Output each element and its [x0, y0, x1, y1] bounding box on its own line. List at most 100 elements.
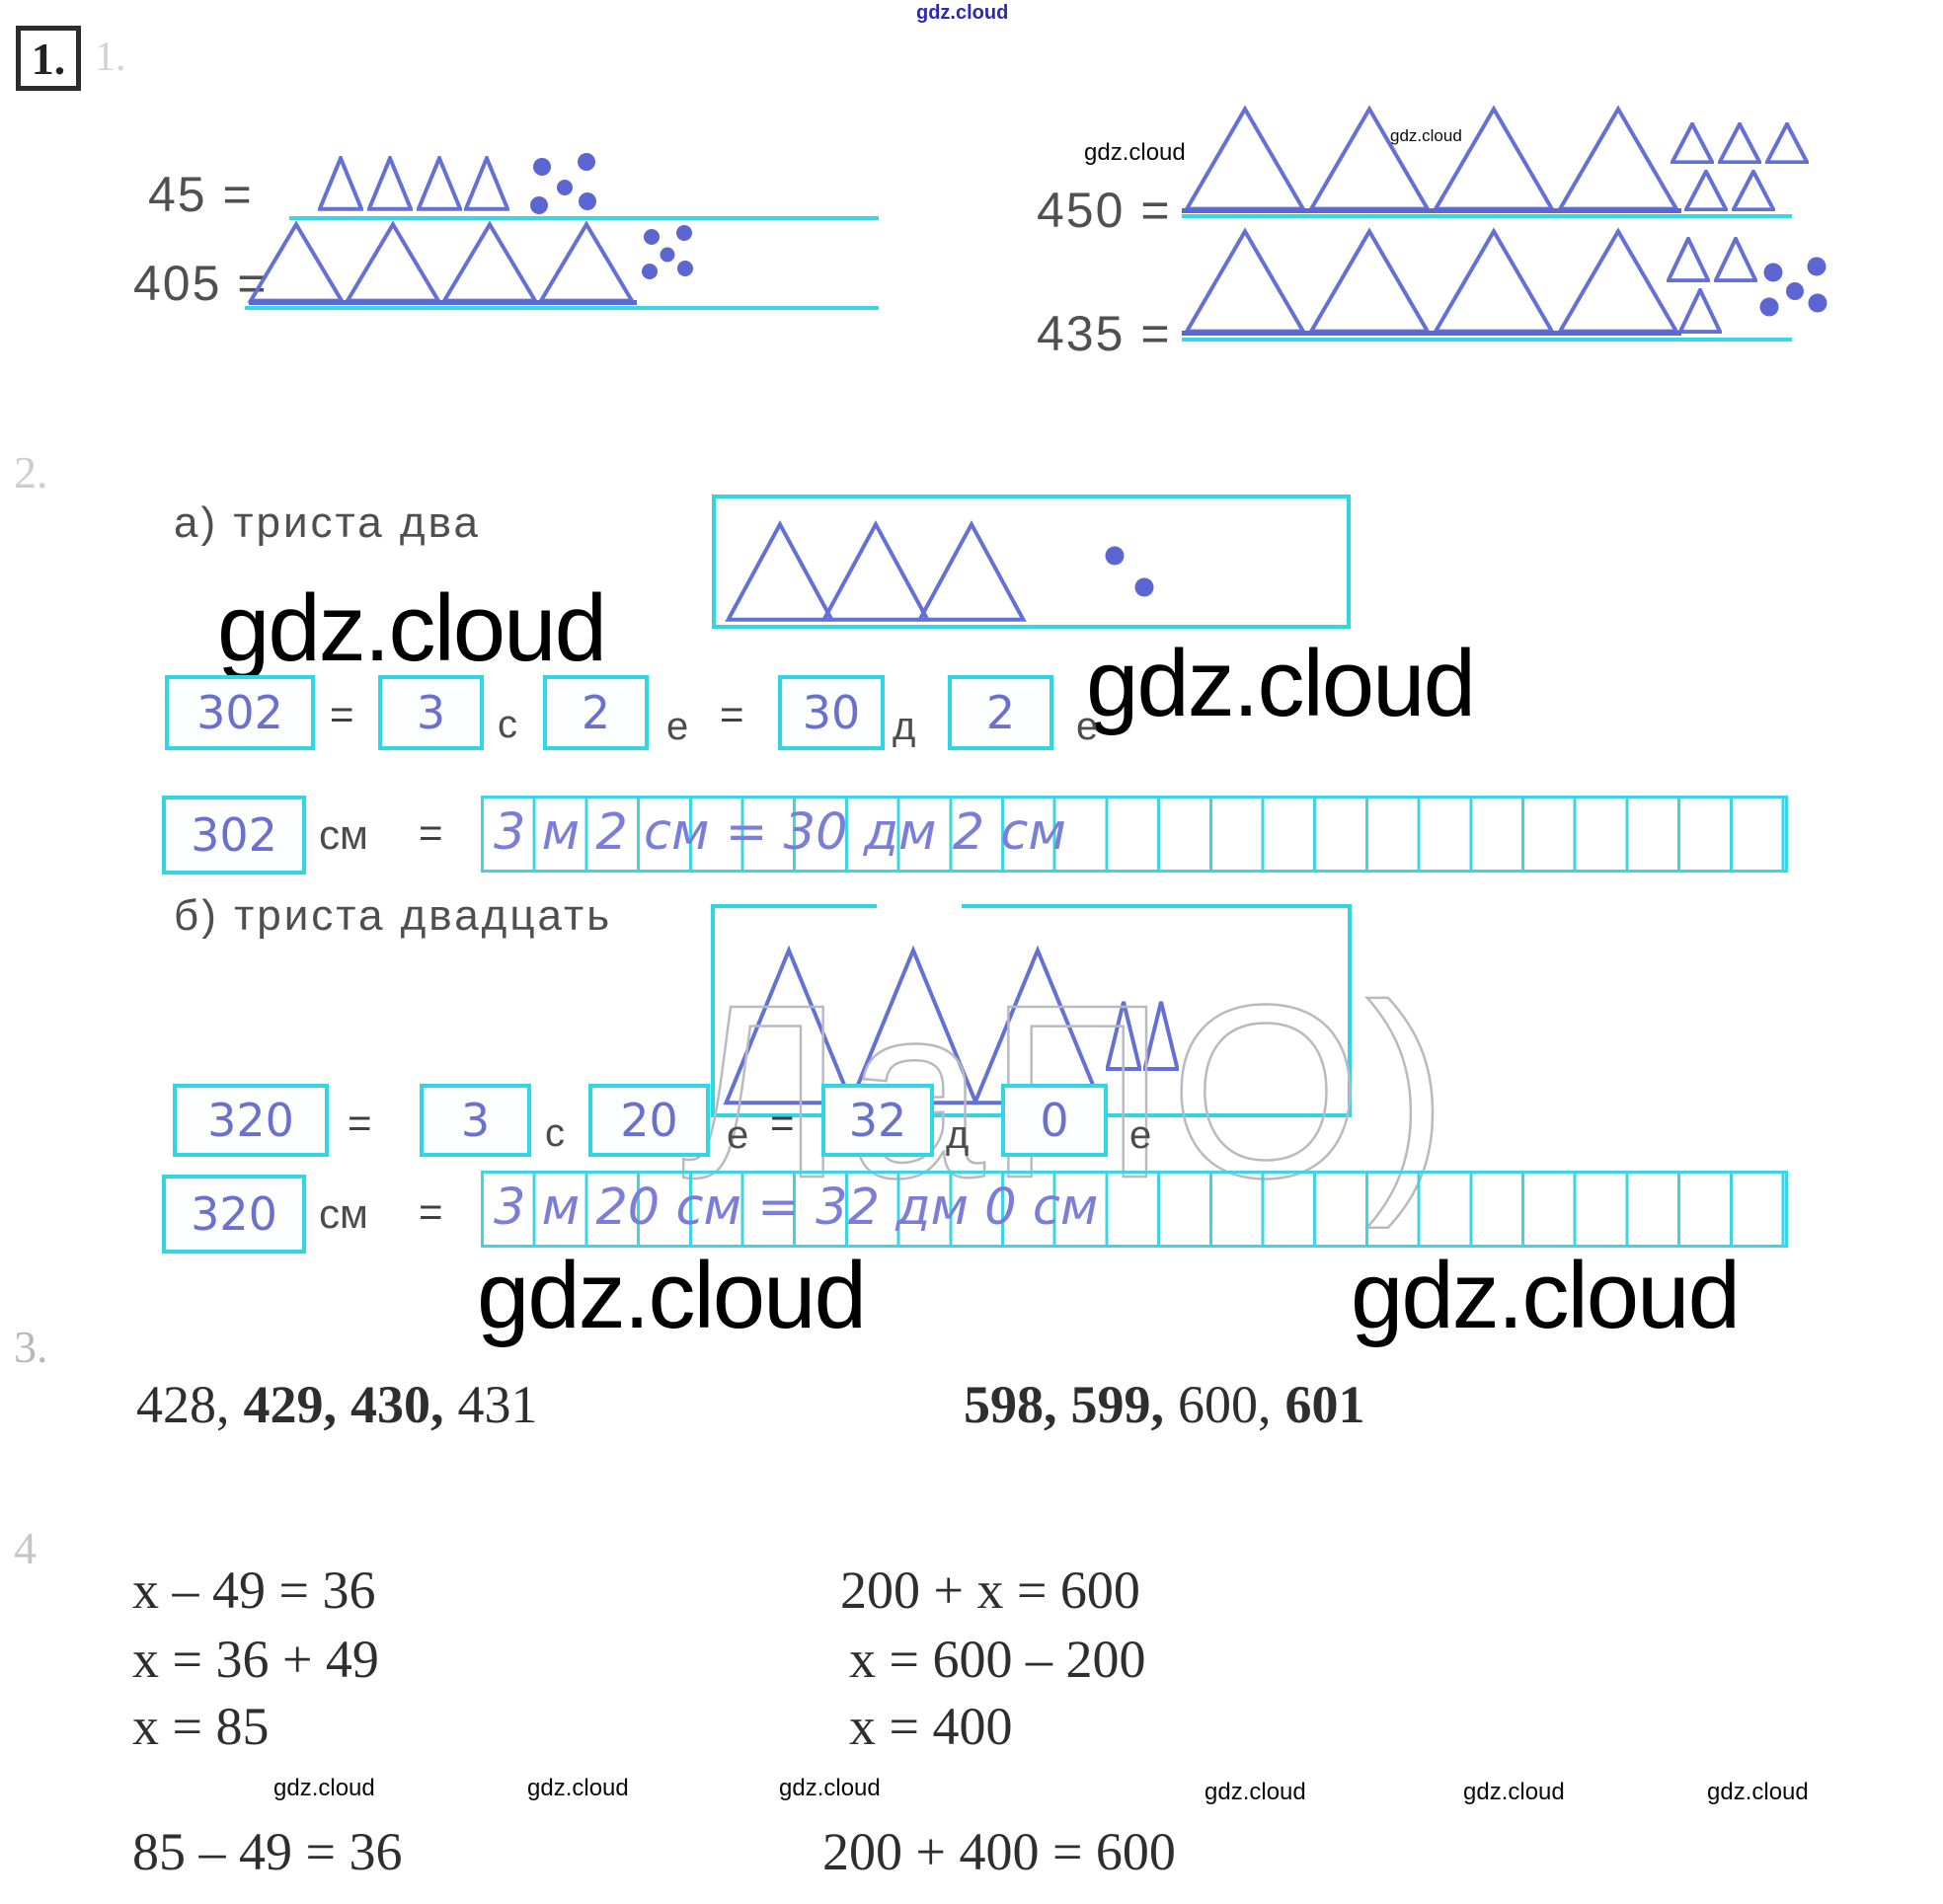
handwritten-answer-b: 3 м 20 см = 32 дм 0 см [494, 1179, 1099, 1237]
equals-sign: = [720, 691, 744, 737]
answer-box-units2: 2 [948, 675, 1053, 750]
section4-ghost-number: 4 [14, 1523, 37, 1573]
five-dots-icon [530, 153, 596, 214]
check-equation-left: 85 – 49 = 36 [132, 1822, 403, 1881]
big-triangle-icon [721, 944, 857, 1109]
watermark-inline: gdz.cloud [273, 1775, 375, 1801]
small-triangle-icon [1678, 288, 1722, 334]
section2-ghost-number: 2. [14, 447, 48, 497]
row-405-label: 405 = [133, 256, 269, 311]
small-triangle-icon [1143, 999, 1179, 1072]
row-45-label: 45 = [148, 167, 254, 222]
equals-sign: = [348, 1100, 372, 1146]
equation-line: 200 + х = 600 [840, 1561, 1140, 1620]
small-triangle-icon [1718, 122, 1761, 164]
answer-cell-grid [481, 796, 1788, 873]
answer-box-320cm: 320 [162, 1175, 306, 1254]
watermark-inline: gdz.cloud [1390, 126, 1462, 145]
label-tens: д [893, 705, 916, 748]
small-triangle-icon [1671, 122, 1714, 164]
section3-ghost-number: 3. [14, 1322, 48, 1372]
seq-item: 431 [457, 1375, 538, 1434]
triangle-baseline [1182, 331, 1681, 336]
answer-box-320: 320 [173, 1084, 329, 1157]
triangle-baseline [249, 300, 637, 305]
watermark-inline: gdz.cloud [1463, 1779, 1565, 1805]
task-number-box: 1. [16, 26, 81, 91]
equals-sign: = [330, 691, 354, 737]
label-units: е [727, 1113, 749, 1157]
number-sequence-right: 598, 599, 600, 601 [964, 1374, 1379, 1435]
equation-line: х = 400 [849, 1697, 1013, 1756]
small-triangle-icon [367, 156, 413, 211]
small-triangle-icon [1684, 170, 1728, 211]
answer-box-302: 302 [165, 675, 315, 750]
answer-cell-grid [481, 1171, 1788, 1248]
answer-box-302cm: 302 [162, 796, 306, 875]
answer-underline [245, 306, 879, 310]
small-triangle-icon [1106, 999, 1141, 1072]
seq-item: 428, [136, 1375, 230, 1434]
equation-line: х – 49 = 36 [132, 1561, 376, 1620]
label-cm: см [319, 811, 368, 858]
watermark-big: gdz.cloud [477, 1243, 867, 1348]
equals-sign: = [419, 1188, 443, 1235]
watermark-inline: gdz.cloud [1707, 1779, 1809, 1805]
five-dots-icon [642, 225, 693, 279]
answer-underline [1182, 214, 1792, 218]
answer-box-units: 20 [588, 1084, 710, 1157]
answer-box-units: 2 [543, 675, 649, 750]
diagram-box-a [712, 495, 1351, 629]
part-a-title: а) триста два [174, 498, 481, 547]
seq-item: 598, [964, 1375, 1057, 1434]
seq-item: 601 [1284, 1375, 1365, 1434]
number-sequence-left: 428, 429, 430, 431 [136, 1374, 552, 1435]
watermark-inline: gdz.cloud [779, 1775, 881, 1801]
seq-item: 599, [1070, 1375, 1165, 1434]
check-equation-right: 200 + 400 = 600 [822, 1822, 1176, 1881]
watermark-big: gdz.cloud [217, 575, 607, 681]
small-triangle-icon [318, 156, 363, 211]
equation-line: х = 600 – 200 [849, 1630, 1146, 1689]
seq-item: 429, [243, 1375, 338, 1434]
two-dots-icon [1105, 546, 1154, 597]
small-triangle-icon [1667, 237, 1710, 282]
answer-box-tens: 32 [821, 1084, 934, 1157]
seq-item: 430, [350, 1375, 444, 1434]
scan-gap [877, 902, 962, 912]
label-units2: е [1076, 705, 1099, 748]
label-units: е [666, 705, 689, 748]
answer-underline [1182, 338, 1792, 342]
handwritten-answer-a: 3 м 2 см = 30 дм 2 см [494, 803, 1066, 862]
watermark-big: gdz.cloud [1351, 1243, 1741, 1348]
small-triangle-icon [1714, 237, 1757, 282]
answer-box-hundreds: 3 [420, 1084, 531, 1157]
label-cm: см [319, 1190, 368, 1237]
answer-box-tens: 30 [778, 675, 885, 750]
answer-underline [289, 216, 879, 220]
watermark-big: gdz.cloud [1086, 631, 1476, 736]
small-triangle-icon [1732, 170, 1775, 211]
row-435-label: 435 = [1037, 306, 1172, 361]
watermark-top: gdz.cloud [916, 2, 1009, 24]
label-units2: е [1129, 1113, 1152, 1157]
equals-sign: = [770, 1100, 795, 1146]
watermark-inline: gdz.cloud [527, 1775, 629, 1801]
seq-item: 600, [1178, 1375, 1272, 1434]
triangle-baseline [1182, 208, 1681, 213]
equation-line: х = 36 + 49 [132, 1630, 379, 1689]
label-hundreds: с [545, 1111, 565, 1155]
part-b-title: б) триста двадцать [174, 891, 613, 940]
big-triangle-icon [819, 520, 932, 624]
answer-box-hundreds: 3 [378, 675, 484, 750]
task-number-ghost: 1. [95, 35, 126, 80]
label-tens: д [946, 1113, 970, 1157]
equation-line: х = 85 [132, 1697, 270, 1756]
watermark-inline: gdz.cloud [1084, 139, 1186, 166]
small-triangle-icon [464, 156, 509, 211]
watermark-inline: gdz.cloud [1205, 1779, 1306, 1805]
equals-sign: = [419, 809, 443, 856]
big-triangle-icon [915, 520, 1028, 624]
big-triangle-icon [724, 520, 836, 624]
